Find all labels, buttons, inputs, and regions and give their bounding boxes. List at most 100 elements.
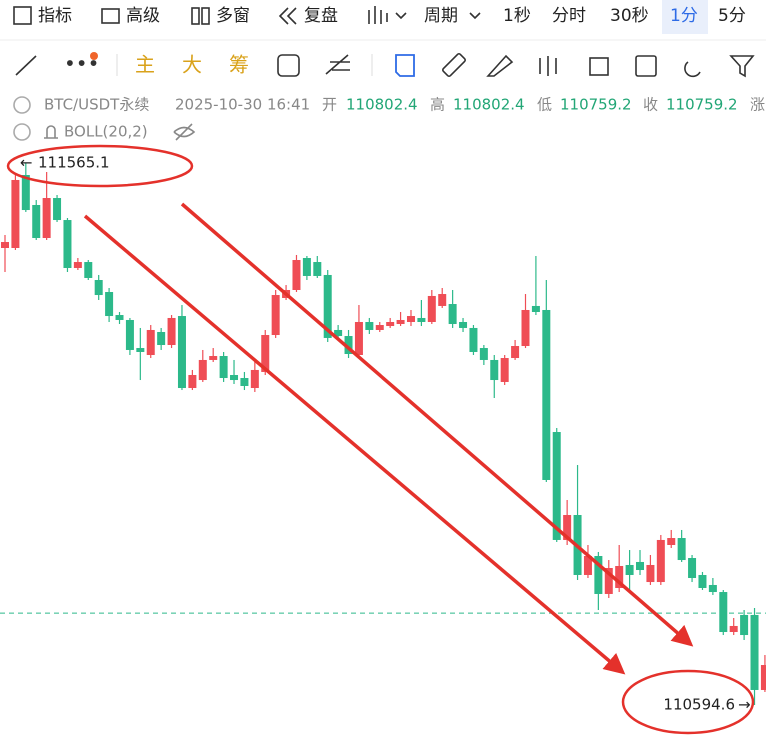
candle-body [136,348,145,352]
tab[interactable]: 指标 [38,6,72,26]
dot [90,52,98,60]
candle-body [375,325,384,330]
tab[interactable]: 复盘 [304,6,338,26]
candle-body [542,309,551,480]
icon[interactable] [486,54,514,77]
value: 110759.2 [666,96,738,114]
candle-body [760,665,766,690]
candle-body [302,257,311,276]
tab[interactable]: 1分 [670,6,698,26]
candle-body [157,331,166,346]
icon[interactable] [368,6,407,24]
candle-body [125,319,134,350]
tab[interactable]: 多窗 [216,6,250,26]
icon[interactable] [539,56,557,76]
candle-body [313,262,322,276]
candle-body [84,262,93,278]
icon[interactable] [729,55,755,78]
icon[interactable] [589,57,609,76]
candle-body [406,316,415,322]
tab[interactable]: 1秒 [503,6,531,26]
candle-body [240,378,249,386]
tab[interactable]: 5分 [718,6,746,26]
toolbar: 指标 高级 多窗 复盘 周期 1秒 分时 30秒 1分 5分 [13,0,746,34]
candle-body [386,321,395,327]
arrow [83,214,626,675]
candle-body [63,220,72,268]
candle-body [53,198,62,221]
tool[interactable]: 主 [135,53,155,77]
tab[interactable]: 高级 [126,6,160,26]
icon[interactable] [395,54,415,77]
label: 高 [430,96,445,114]
candle-body [511,346,520,359]
candle-body [219,356,228,379]
icon[interactable] [277,54,300,77]
candle-body [198,359,207,381]
candle-body [146,329,155,356]
candle-body [459,321,468,328]
candle-body [209,356,218,360]
min-label: 110594.6 [663,696,735,714]
tab-active [662,0,708,34]
candle-body [11,179,20,248]
candle-body [636,561,645,571]
symbol: BTC/USDT永续 [44,96,149,114]
icon [13,6,32,25]
icon[interactable] [442,53,466,77]
icon[interactable] [635,55,657,77]
highlight [621,669,755,735]
highlight [6,144,194,188]
tab[interactable]: 周期 [424,6,458,26]
tool[interactable]: 筹 [229,53,249,77]
candle-body [719,592,728,633]
collapse[interactable] [13,123,31,141]
candle-body [688,558,697,579]
candle-body [354,321,363,356]
candle-body [334,329,343,337]
icon[interactable] [684,61,701,78]
arrow [180,202,694,647]
candle-body [708,584,717,593]
icon [201,7,210,25]
arrow: ← [20,154,33,172]
max-label: 111565.1 [38,154,110,172]
collapse[interactable] [13,96,31,114]
candle-body [750,614,759,690]
candle-body [594,555,603,594]
label: 涨 [750,96,765,114]
candle-body [365,321,374,330]
candle-body [531,305,540,313]
tab[interactable]: 30秒 [610,6,649,26]
icon[interactable] [325,54,350,75]
icon[interactable] [15,55,37,76]
candle-body [552,432,561,540]
icon [278,7,297,25]
icon [101,8,120,24]
label: 开 [322,96,337,114]
tab[interactable]: 分时 [552,6,586,26]
candle-body [438,294,447,306]
candle-body [105,292,114,317]
candle-body [323,274,332,338]
candle-body [667,538,676,545]
candle-body [292,260,301,290]
tool[interactable]: 大 [182,53,202,77]
candle-body [167,317,176,346]
candle-body [177,316,186,389]
candle-body [490,359,499,381]
label: 收 [643,96,658,114]
candle-body [469,327,478,352]
candle-body [656,539,665,583]
info-bar: BTC/USDT永续 2025-10-30 16:41 开 110802.4 高… [13,96,765,141]
indicator: BOLL(20,2) [64,123,148,141]
value: 110802.4 [453,96,525,114]
candle-body [615,565,624,588]
visibility[interactable] [173,123,196,141]
candle-body [583,555,592,575]
candle-body [94,280,103,296]
candle-body [261,335,270,372]
time: 2025-10-30 16:41 [175,96,310,114]
